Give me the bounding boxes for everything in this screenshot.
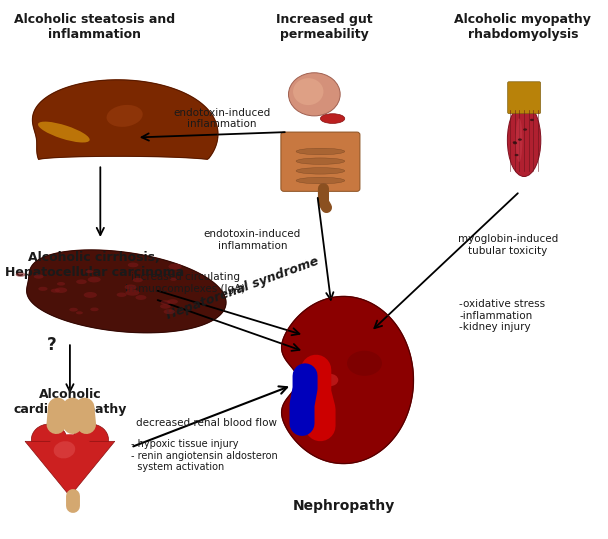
- Ellipse shape: [16, 272, 26, 277]
- Ellipse shape: [293, 78, 323, 105]
- Ellipse shape: [117, 293, 126, 297]
- Ellipse shape: [296, 148, 345, 155]
- Text: Hepatorenal syndrome: Hepatorenal syndrome: [164, 255, 320, 322]
- Text: Alcoholic cirrhosis,
Hepatocellular carcinoma: Alcoholic cirrhosis, Hepatocellular carc…: [5, 251, 184, 279]
- Text: - hypoxic tissue injury
- renin angiotensin aldosteron
  system activation: - hypoxic tissue injury - renin angioten…: [131, 439, 277, 473]
- Ellipse shape: [38, 287, 47, 291]
- Text: increased circulating
immuncomplexes (IgA): increased circulating immuncomplexes (Ig…: [125, 272, 246, 294]
- Text: Increased gut
permeability: Increased gut permeability: [276, 13, 372, 42]
- Ellipse shape: [296, 168, 345, 174]
- Text: Alcoholic
cardiomyopathy: Alcoholic cardiomyopathy: [13, 388, 126, 416]
- Ellipse shape: [136, 295, 147, 300]
- Polygon shape: [282, 296, 413, 464]
- Ellipse shape: [90, 308, 98, 311]
- Text: decreased renal blood flow: decreased renal blood flow: [136, 418, 277, 428]
- Ellipse shape: [45, 434, 95, 471]
- FancyBboxPatch shape: [508, 82, 541, 114]
- Ellipse shape: [57, 282, 65, 286]
- Ellipse shape: [321, 374, 338, 386]
- Ellipse shape: [32, 424, 67, 455]
- Ellipse shape: [516, 118, 522, 162]
- Ellipse shape: [164, 309, 175, 314]
- Ellipse shape: [125, 285, 137, 290]
- Ellipse shape: [170, 278, 177, 281]
- Ellipse shape: [125, 289, 139, 296]
- Ellipse shape: [160, 304, 171, 309]
- FancyBboxPatch shape: [281, 132, 360, 191]
- Ellipse shape: [514, 154, 519, 156]
- Ellipse shape: [88, 277, 101, 282]
- Ellipse shape: [168, 264, 182, 270]
- Text: myoglobin-induced
tubular toxicity: myoglobin-induced tubular toxicity: [458, 234, 558, 256]
- Ellipse shape: [55, 287, 67, 293]
- Ellipse shape: [106, 105, 143, 127]
- Polygon shape: [27, 250, 226, 333]
- Text: endotoxin-induced
inflammation: endotoxin-induced inflammation: [204, 229, 301, 251]
- Ellipse shape: [34, 274, 44, 279]
- Ellipse shape: [128, 262, 139, 267]
- Ellipse shape: [73, 424, 108, 455]
- Ellipse shape: [76, 312, 83, 314]
- Ellipse shape: [38, 122, 90, 142]
- Ellipse shape: [76, 279, 87, 284]
- Ellipse shape: [320, 114, 345, 123]
- Ellipse shape: [50, 289, 60, 293]
- Polygon shape: [25, 441, 115, 496]
- Ellipse shape: [296, 177, 345, 184]
- Ellipse shape: [54, 441, 75, 459]
- Text: Alcoholic steatosis and
inflammation: Alcoholic steatosis and inflammation: [13, 13, 175, 42]
- Ellipse shape: [513, 142, 517, 144]
- Ellipse shape: [133, 278, 143, 282]
- Text: Alcoholic myopathy
rhabdomyolysis: Alcoholic myopathy rhabdomyolysis: [454, 13, 592, 42]
- Ellipse shape: [69, 308, 78, 312]
- Ellipse shape: [507, 103, 541, 176]
- Ellipse shape: [518, 139, 522, 141]
- Ellipse shape: [86, 270, 93, 273]
- Ellipse shape: [347, 351, 382, 376]
- Ellipse shape: [513, 141, 517, 143]
- Ellipse shape: [167, 299, 178, 304]
- Text: -oxidative stress
-inflammation
-kidney injury: -oxidative stress -inflammation -kidney …: [459, 299, 545, 333]
- Polygon shape: [33, 80, 218, 159]
- Ellipse shape: [530, 119, 534, 121]
- Text: ?: ?: [47, 336, 57, 354]
- Ellipse shape: [84, 292, 97, 298]
- Text: Nephropathy: Nephropathy: [292, 499, 395, 513]
- Text: endotoxin-induced
inflammation: endotoxin-induced inflammation: [173, 108, 271, 129]
- Ellipse shape: [296, 158, 345, 164]
- Ellipse shape: [161, 300, 170, 305]
- Ellipse shape: [523, 128, 527, 131]
- Ellipse shape: [288, 73, 340, 116]
